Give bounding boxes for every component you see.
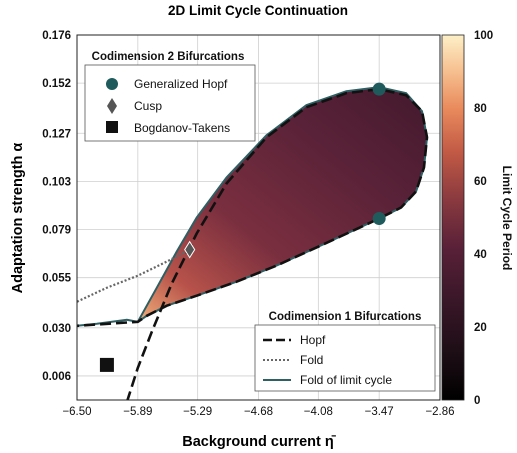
legend-codim1-title: Codimension 1 Bifurcations — [269, 311, 422, 323]
hopf-curve — [77, 87, 429, 400]
bogdanov-takens-point — [99, 357, 114, 372]
generalized-hopf-point — [372, 82, 386, 96]
y-tick-label: 0.079 — [42, 225, 71, 237]
y-axis-label: Adaptation strength α — [10, 143, 26, 294]
colorbar-tick: 40 — [474, 249, 487, 261]
x-tick-label: −6.50 — [62, 406, 91, 418]
colorbar-tick: 100 — [474, 30, 493, 42]
legend-entry-ghopf: Generalized Hopf — [134, 77, 228, 91]
y-tick-label: 0.103 — [42, 176, 71, 188]
colorbar — [441, 34, 465, 401]
plot-frame — [76, 34, 441, 401]
legend-codim2-title: Codimension 2 Bifurcations — [92, 51, 245, 63]
y-tick-label: 0.176 — [42, 30, 71, 42]
limit-cycle-period-region — [137, 87, 428, 322]
plot-area — [77, 82, 429, 400]
x-tick-label: −4.68 — [244, 406, 273, 418]
bt-legend-marker — [106, 121, 118, 133]
legend-entry-flc: Fold of limit cycle — [300, 373, 392, 387]
ghopf-legend-marker — [106, 78, 118, 90]
legend-codim1: Codimension 1 Bifurcations Hopf Fold Fol… — [254, 311, 436, 392]
x-tick-label: −2.86 — [425, 406, 454, 418]
legend-entry-fold: Fold — [300, 353, 323, 367]
legend-entry-cusp: Cusp — [134, 99, 162, 113]
cusp-point — [184, 240, 196, 259]
colorbar-tick: 20 — [474, 322, 487, 334]
x-tick-label: −5.29 — [183, 406, 212, 418]
legend-entry-hopf: Hopf — [300, 333, 326, 347]
colorbar-tick: 0 — [474, 395, 480, 407]
y-tick-label: 0.127 — [42, 128, 71, 140]
x-tick-labels: −6.50 −5.89 −5.29 −4.68 −4.08 −3.47 −2.86 — [62, 406, 454, 418]
chart-title: 2D Limit Cycle Continuation — [168, 3, 348, 18]
x-tick-label: −3.47 — [365, 406, 394, 418]
colorbar-label: Limit Cycle Period — [500, 166, 514, 271]
y-tick-labels: 0.006 0.030 0.055 0.079 0.103 0.127 0.152 0.176 — [42, 30, 71, 383]
x-axis-label: Background current η̄ — [182, 434, 336, 450]
y-tick-label: 0.006 — [42, 371, 71, 383]
x-tick-label: −4.08 — [304, 406, 333, 418]
y-tick-label: 0.055 — [42, 273, 71, 285]
cusp-legend-marker — [107, 98, 117, 114]
y-tick-label: 0.030 — [42, 323, 71, 335]
colorbar-tick: 60 — [474, 176, 487, 188]
legend-entry-bt: Bogdanov-Takens — [134, 121, 230, 135]
colorbar-tick-labels: 0 20 40 60 80 100 — [474, 30, 493, 407]
x-tick-label: −5.89 — [123, 406, 152, 418]
colorbar-tick: 80 — [474, 103, 487, 115]
legend-codim2: Codimension 2 Bifurcations Generalized H… — [84, 51, 256, 142]
generalized-hopf-point — [372, 212, 386, 226]
y-tick-label: 0.152 — [42, 78, 71, 90]
